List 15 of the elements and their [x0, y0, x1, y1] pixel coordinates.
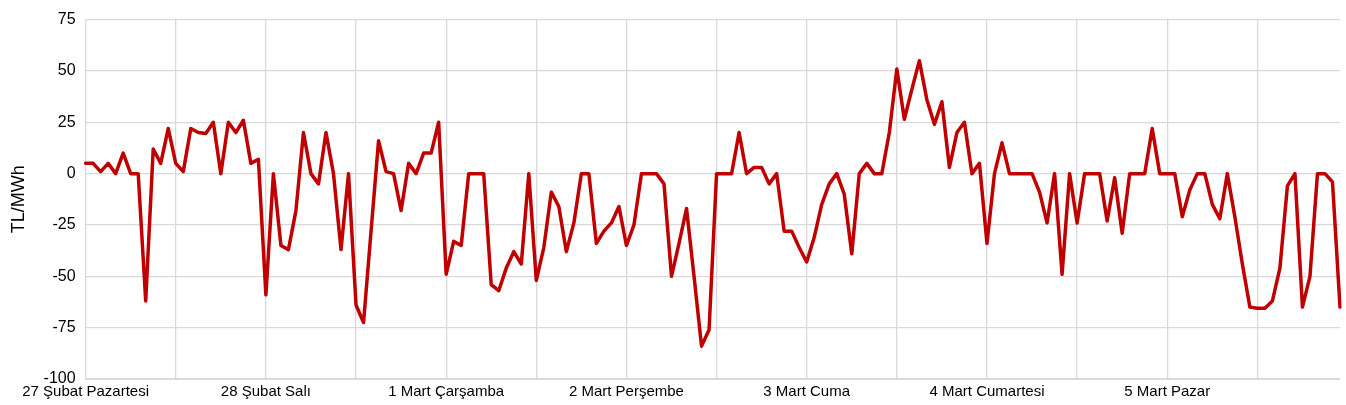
y-tick-label: -25 — [52, 215, 76, 233]
x-tick-label: 28 Şubat Salı — [220, 382, 311, 400]
y-tick-label: 25 — [57, 112, 76, 130]
x-tick-label: 1 Mart Çarşamba — [388, 382, 505, 400]
x-tick-label: 27 Şubat Pazartesi — [22, 382, 149, 400]
y-tick-label: -75 — [52, 318, 76, 336]
x-tick-label: 2 Mart Perşembe — [568, 382, 684, 400]
x-tick-label: 5 Mart Pazar — [1124, 382, 1211, 400]
y-tick-label: -50 — [52, 266, 76, 284]
y-tick-label: 0 — [66, 164, 76, 182]
x-tick-label: 3 Mart Cuma — [763, 382, 851, 400]
y-tick-label: 50 — [57, 61, 76, 79]
x-tick-label: 4 Mart Cumartesi — [929, 382, 1045, 400]
y-tick-label: 75 — [57, 10, 76, 28]
y-axis-title: TL/MWh — [7, 165, 28, 234]
